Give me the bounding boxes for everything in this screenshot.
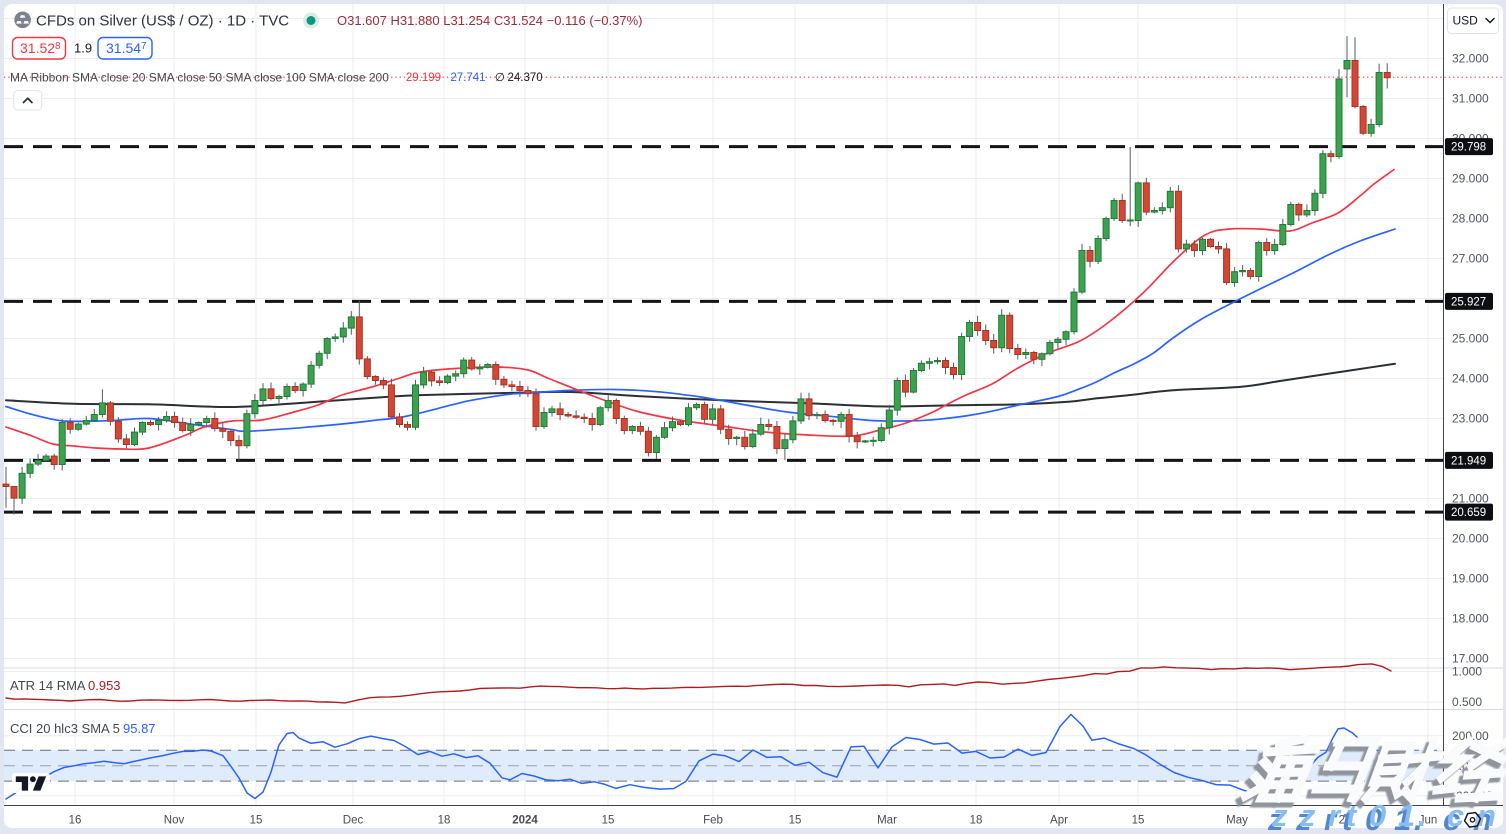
svg-text:31.547: 31.547: [106, 40, 147, 56]
svg-text:31.000: 31.000: [1452, 92, 1489, 106]
svg-text:n: n: [1477, 798, 1496, 833]
svg-text:29.000: 29.000: [1452, 172, 1489, 186]
svg-text:15: 15: [250, 815, 263, 827]
svg-text:200.00: 200.00: [1452, 729, 1489, 743]
svg-text:29.199: 29.199: [406, 72, 441, 84]
svg-text:CCI 20 hlc3 SMA 5: CCI 20 hlc3 SMA 5: [10, 721, 120, 736]
svg-text:32.000: 32.000: [1452, 52, 1489, 66]
svg-text:21.949: 21.949: [1451, 455, 1486, 467]
svg-text:0: 0: [1369, 798, 1386, 833]
svg-text:t: t: [1342, 802, 1354, 834]
svg-text:∅: ∅: [495, 72, 505, 84]
svg-text:.: .: [1414, 802, 1423, 834]
svg-text:15: 15: [1132, 815, 1145, 827]
svg-text:r: r: [1324, 802, 1338, 834]
svg-text:95.87: 95.87: [123, 721, 156, 736]
svg-text:O31.607 H31.880 L31.254 C31.52: O31.607 H31.880 L31.254 C31.524 −0.116 (…: [337, 13, 643, 28]
svg-text:21.000: 21.000: [1452, 492, 1489, 506]
svg-text:Dec: Dec: [343, 815, 364, 827]
svg-text:16: 16: [69, 815, 82, 827]
svg-text:28.000: 28.000: [1452, 212, 1489, 226]
svg-text:20: 20: [1339, 815, 1352, 827]
svg-text:1.000: 1.000: [1452, 665, 1482, 679]
svg-text:May: May: [1226, 815, 1248, 827]
svg-text:20.000: 20.000: [1452, 532, 1489, 546]
svg-text:USD: USD: [1453, 14, 1479, 28]
svg-text:31.528: 31.528: [20, 40, 61, 56]
svg-text:1: 1: [1394, 802, 1411, 834]
svg-text:.: .: [1418, 798, 1427, 833]
svg-text:25.000: 25.000: [1452, 332, 1489, 346]
svg-text:Jun: Jun: [1419, 815, 1438, 827]
svg-text:1: 1: [1398, 798, 1415, 833]
svg-text:t: t: [1346, 798, 1358, 833]
svg-text:18.000: 18.000: [1452, 612, 1489, 626]
svg-text:0: 0: [1365, 802, 1382, 834]
svg-text:Feb: Feb: [703, 815, 723, 827]
svg-text:MA Ribbon SMA close 20 SMA clo: MA Ribbon SMA close 20 SMA close 50 SMA …: [10, 71, 389, 85]
svg-text:19.000: 19.000: [1452, 572, 1489, 586]
svg-text:z: z: [1295, 802, 1312, 834]
svg-text:Apr: Apr: [1050, 815, 1068, 827]
svg-text:c: c: [1443, 802, 1460, 834]
svg-text:24.000: 24.000: [1452, 372, 1489, 386]
svg-text:0.953: 0.953: [88, 678, 121, 693]
svg-text:23.000: 23.000: [1452, 412, 1489, 426]
svg-text:25.927: 25.927: [1451, 296, 1486, 308]
svg-text:27.000: 27.000: [1452, 252, 1489, 266]
svg-text:Mar: Mar: [877, 815, 897, 827]
svg-text:0.500: 0.500: [1452, 695, 1482, 709]
svg-text:Nov: Nov: [164, 815, 185, 827]
svg-text:c: c: [1447, 798, 1464, 833]
svg-text:2024: 2024: [512, 815, 538, 827]
svg-text:ATR 14 RMA: ATR 14 RMA: [10, 678, 86, 693]
svg-text:z: z: [1267, 802, 1284, 834]
svg-text:r: r: [1328, 798, 1342, 833]
svg-text:15: 15: [789, 815, 802, 827]
svg-text:29.798: 29.798: [1451, 142, 1486, 154]
svg-text:z: z: [1299, 798, 1316, 833]
svg-text:20.659: 20.659: [1451, 507, 1486, 519]
svg-text:18: 18: [438, 815, 451, 827]
svg-text:z: z: [1271, 798, 1288, 833]
svg-text:1.9: 1.9: [74, 41, 92, 56]
svg-text:18: 18: [970, 815, 983, 827]
svg-text:CFDs on Silver (US$ / OZ) · 1D: CFDs on Silver (US$ / OZ) · 1D · TVC: [36, 13, 289, 30]
svg-text:27.741: 27.741: [450, 72, 485, 84]
svg-text:17.000: 17.000: [1452, 652, 1489, 666]
svg-text:15: 15: [602, 815, 615, 827]
svg-text:24.370: 24.370: [508, 72, 543, 84]
